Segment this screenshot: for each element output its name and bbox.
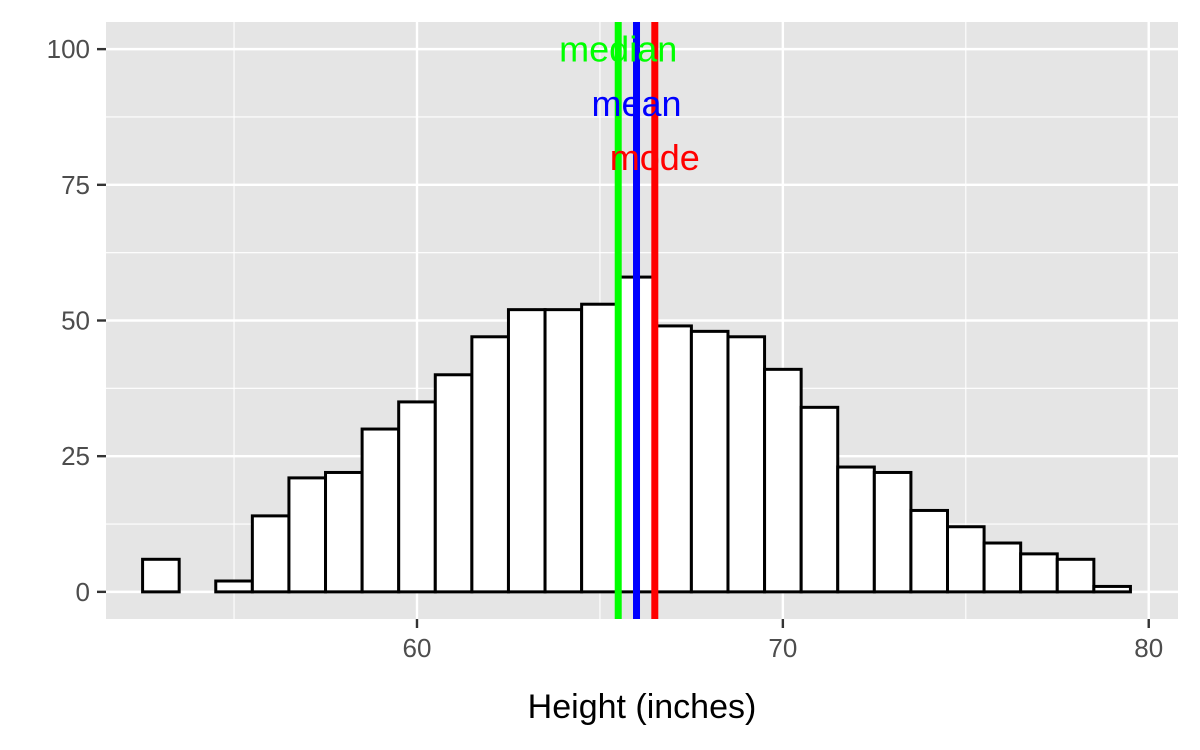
x-axis: 60 70 80 — [403, 619, 1163, 663]
histogram-bar — [214, 579, 254, 594]
histogram-bar — [946, 525, 986, 594]
histogram-bars — [141, 275, 1132, 594]
histogram-bar — [836, 465, 876, 594]
histogram-bar — [689, 329, 730, 594]
histogram-bar — [543, 308, 584, 594]
histogram-bar — [1019, 552, 1059, 594]
x-axis-title: Height (inches) — [528, 688, 757, 726]
histogram-bar — [580, 302, 620, 594]
histogram-bar — [506, 308, 547, 594]
y-tick-label: 25 — [61, 441, 90, 471]
histogram-bar — [799, 405, 840, 594]
x-tick-label: 80 — [1134, 633, 1163, 663]
histogram-bar — [360, 427, 401, 594]
mode-label: mode — [610, 137, 700, 178]
histogram-bar — [433, 373, 474, 594]
y-tick-label: 0 — [76, 577, 90, 607]
histogram-bar — [287, 476, 328, 594]
histogram-bar — [872, 470, 913, 594]
x-tick-label: 60 — [403, 633, 432, 663]
histogram-bar — [324, 470, 364, 594]
y-tick-label: 75 — [61, 170, 90, 200]
histogram-bar — [763, 367, 803, 594]
histogram-bar — [909, 508, 950, 594]
histogram-bar — [653, 324, 693, 594]
histogram-bar — [470, 335, 510, 594]
histogram-bar — [726, 335, 767, 594]
y-axis: 0 25 50 75 100 — [47, 34, 106, 607]
histogram-bar — [1055, 557, 1096, 594]
histogram-bar — [982, 541, 1023, 594]
y-tick-label: 50 — [61, 306, 90, 336]
mean-label: mean — [591, 83, 681, 124]
histogram-bar — [250, 514, 291, 594]
reference-lines — [614, 22, 659, 619]
histogram-bar — [1092, 584, 1132, 594]
median-label: median — [559, 29, 677, 70]
histogram-bar — [397, 400, 437, 594]
x-tick-label: 70 — [768, 633, 797, 663]
y-tick-label: 100 — [47, 34, 90, 64]
reference-labels: median mean mode — [559, 29, 700, 179]
histogram-bar — [141, 557, 181, 594]
